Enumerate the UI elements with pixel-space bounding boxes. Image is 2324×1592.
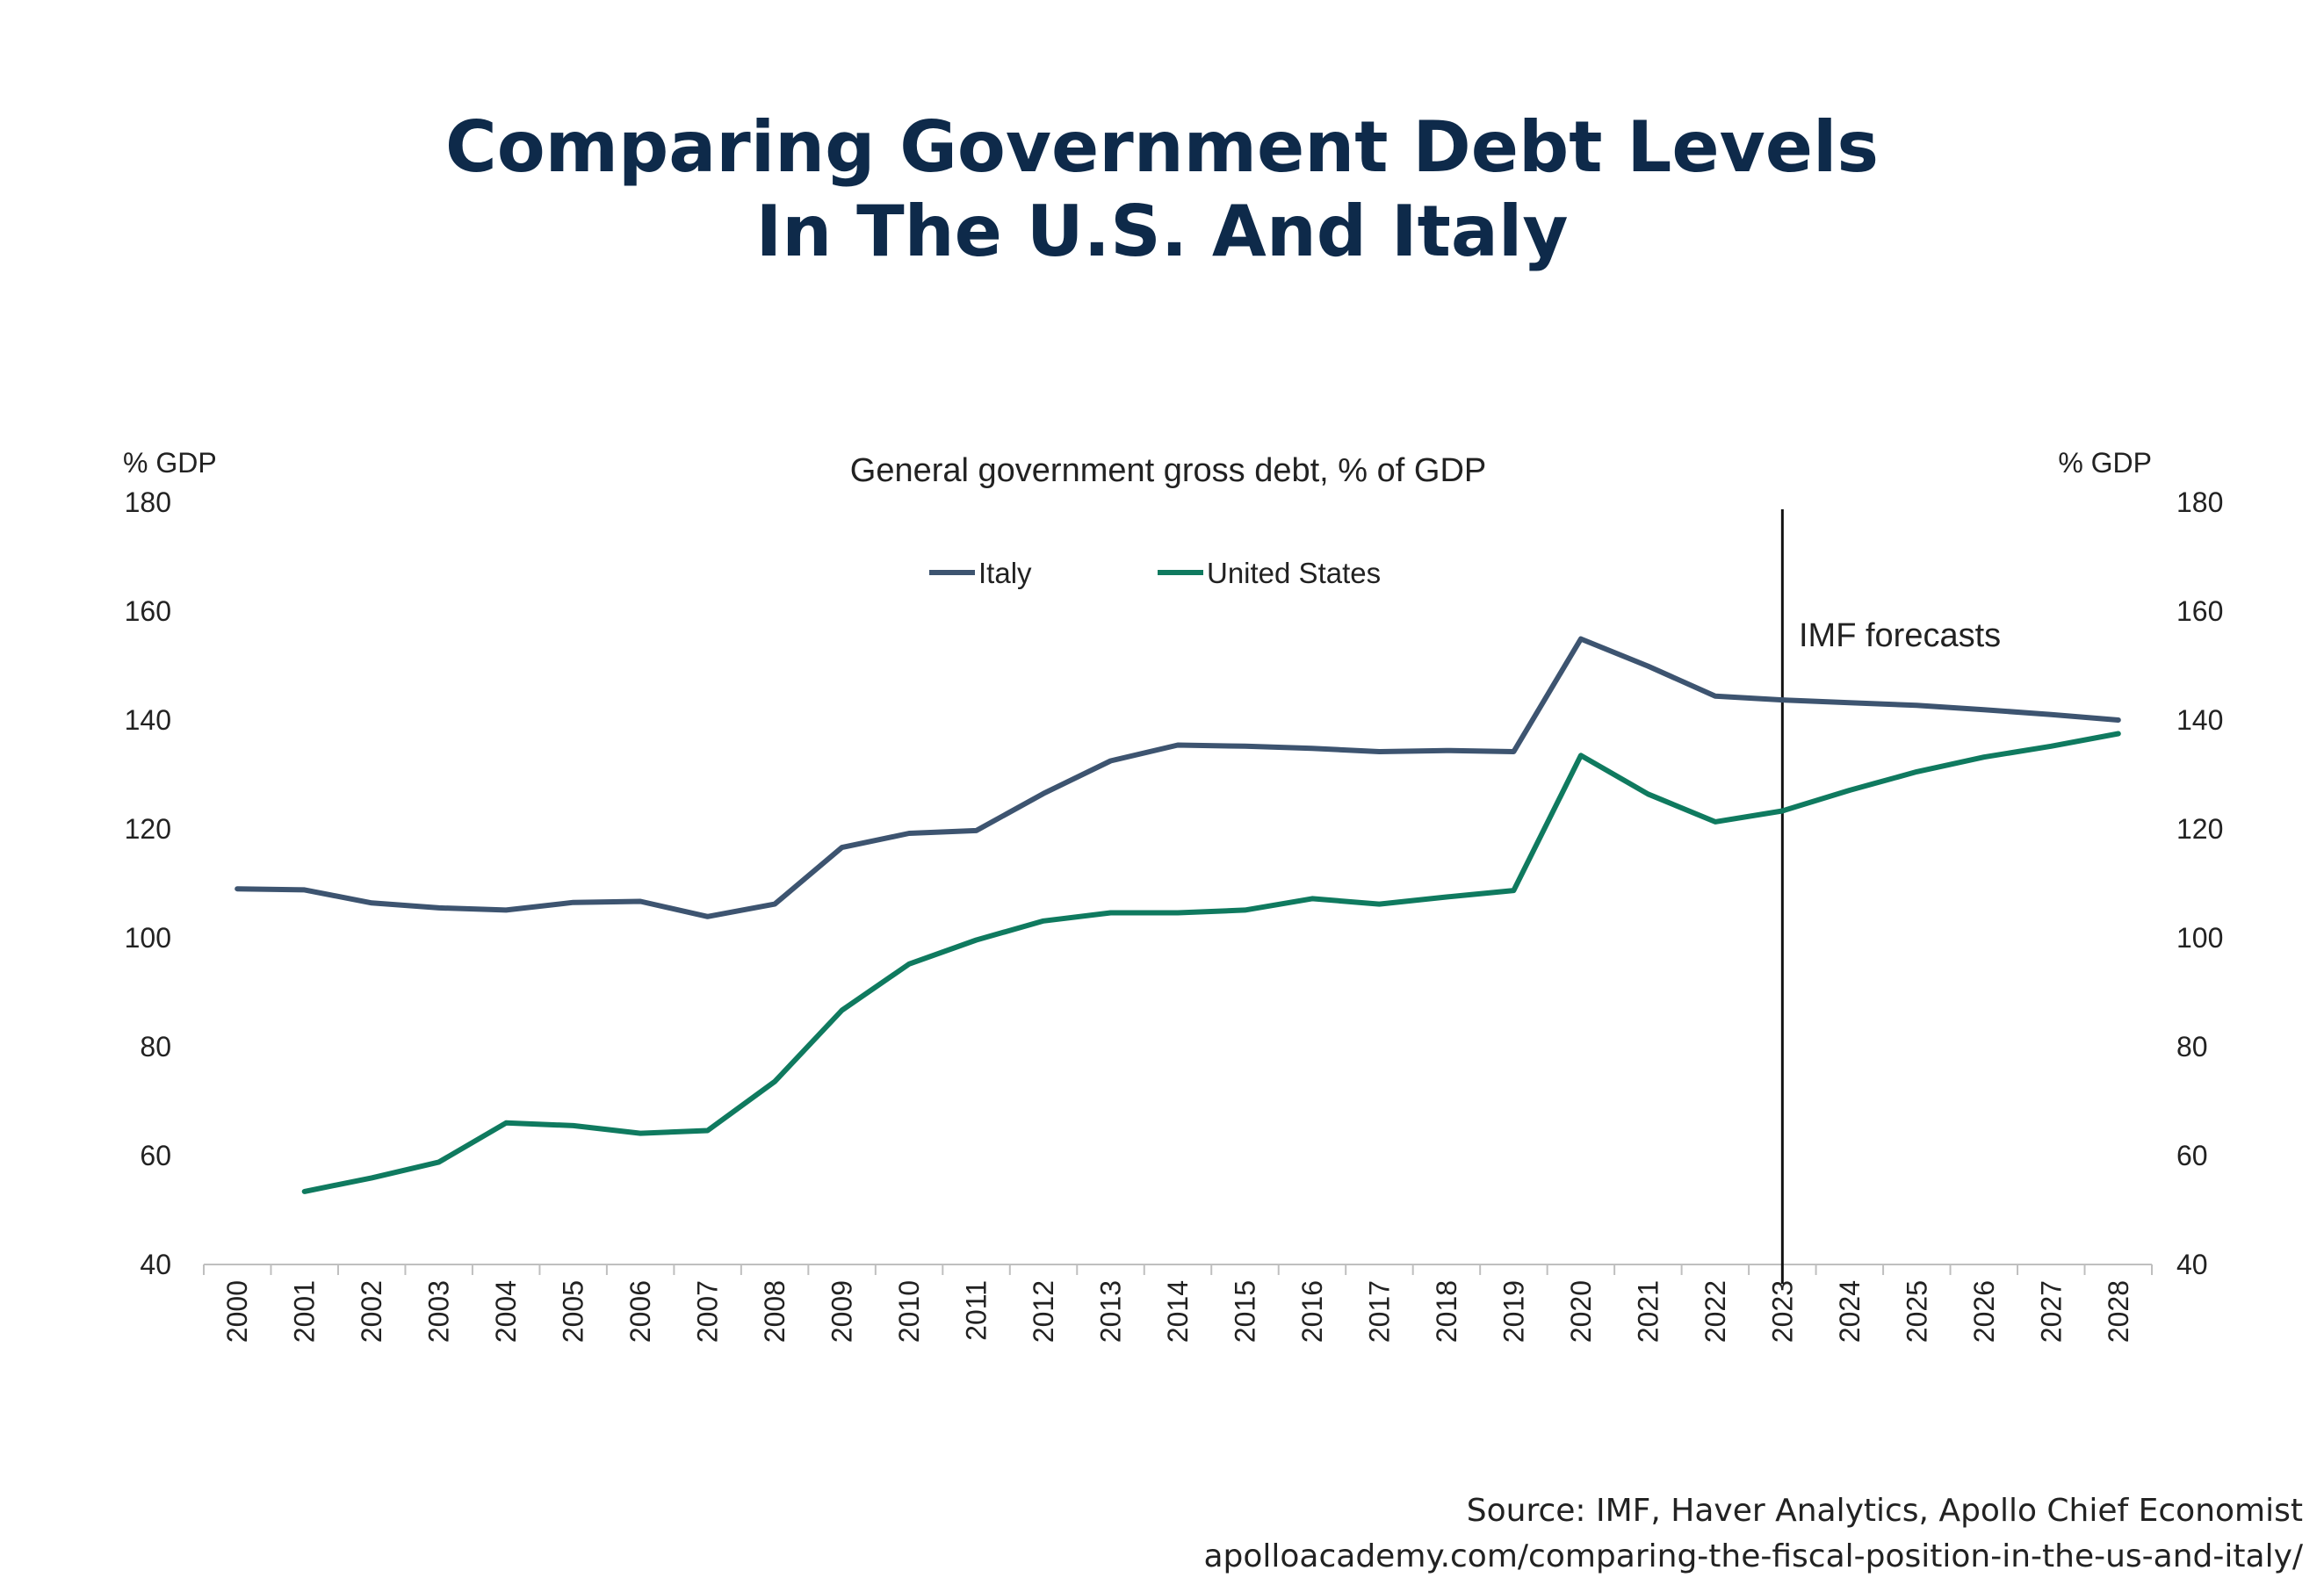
y-tick-label-left: 140 (125, 704, 171, 736)
title-line-1: Comparing Government Debt Levels (444, 106, 1880, 188)
series-line-italy (235, 636, 2121, 919)
x-tick-label: 2015 (1229, 1280, 1260, 1343)
x-tick-label: 2027 (2035, 1280, 2067, 1343)
chart-subtitle: General government gross debt, % of GDP (850, 452, 1486, 489)
y-tick-label-left: 60 (140, 1140, 171, 1171)
x-tick-label: 2006 (624, 1280, 656, 1343)
x-tick-label: 2017 (1363, 1280, 1395, 1343)
source-note: Source: IMF, Haver Analytics, Apollo Chi… (1466, 1493, 2303, 1529)
x-tick-label: 2014 (1162, 1280, 1194, 1343)
x-tick-label: 2016 (1296, 1280, 1328, 1343)
y-tick-label-left: 100 (125, 922, 171, 954)
title: Comparing Government Debt Levels In The … (0, 105, 2324, 274)
x-tick-label: 2024 (1834, 1280, 1866, 1343)
y-tick-label-right: 120 (2176, 813, 2223, 845)
x-tick-label: 2020 (1565, 1280, 1597, 1343)
x-tick-label: 2003 (423, 1280, 455, 1343)
legend-label-us: United States (1207, 557, 1381, 589)
y-tick-label-right: 40 (2176, 1249, 2208, 1280)
x-tick-label: 2028 (2103, 1280, 2134, 1343)
y-tick-label-right: 180 (2176, 486, 2223, 518)
x-tick-label: 2023 (1766, 1280, 1798, 1343)
axes: 2000 2001 2002 2003 2004 2005 2006 2007 2008 2009… (125, 486, 2224, 1343)
left-axis-unit: % GDP (123, 447, 217, 479)
y-tick-label-left: 80 (140, 1031, 171, 1063)
y-tick-label-right: 60 (2176, 1140, 2208, 1171)
x-tick-label: 2012 (1028, 1280, 1059, 1343)
legend: Italy United States (929, 557, 1381, 589)
forecast-annotation-label: IMF forecasts (1799, 617, 2001, 654)
y-tick-label-left: 40 (140, 1249, 171, 1280)
x-tick-label: 2021 (1632, 1280, 1664, 1343)
x-tick-label: 2013 (1095, 1280, 1127, 1343)
x-tick-label: 2008 (759, 1280, 790, 1343)
x-tick-label: 2002 (356, 1280, 387, 1343)
y-tick-label-left: 120 (125, 813, 171, 845)
x-tick-label: 2018 (1431, 1280, 1462, 1343)
x-tick-label: 2019 (1498, 1280, 1529, 1343)
footer: Source: IMF, Haver Analytics, Apollo Chi… (1203, 1488, 2303, 1580)
x-tick-label: 2011 (961, 1280, 992, 1341)
x-tick-label: 2022 (1700, 1280, 1731, 1343)
y-tick-label-right: 100 (2176, 922, 2223, 954)
y-tick-label-right: 160 (2176, 595, 2223, 627)
right-axis-unit: % GDP (2058, 447, 2152, 479)
series-lines (235, 636, 2121, 1194)
series-line-united-states (301, 731, 2121, 1194)
x-tick-label: 2010 (893, 1280, 925, 1343)
x-tick-label: 2004 (490, 1280, 522, 1343)
x-tick-label: 2026 (1968, 1280, 2000, 1343)
title-line-2: In The U.S. And Italy (755, 191, 1569, 272)
y-tick-label-right: 80 (2176, 1031, 2208, 1063)
y-tick-label-left: 160 (125, 595, 171, 627)
x-tick-label: 2005 (558, 1280, 589, 1343)
x-tick-label: 2007 (692, 1280, 724, 1343)
x-tick-label: 2009 (826, 1280, 858, 1343)
x-tick-label: 2025 (1901, 1280, 1932, 1343)
x-tick-label: 2001 (289, 1280, 321, 1343)
y-tick-label-right: 140 (2176, 704, 2223, 736)
source-url: apolloacademy.com/comparing-the-fiscal-p… (1203, 1538, 2303, 1574)
legend-label-italy: Italy (978, 557, 1032, 589)
y-tick-label-left: 180 (125, 486, 171, 518)
x-tick-label: 2000 (221, 1280, 253, 1343)
